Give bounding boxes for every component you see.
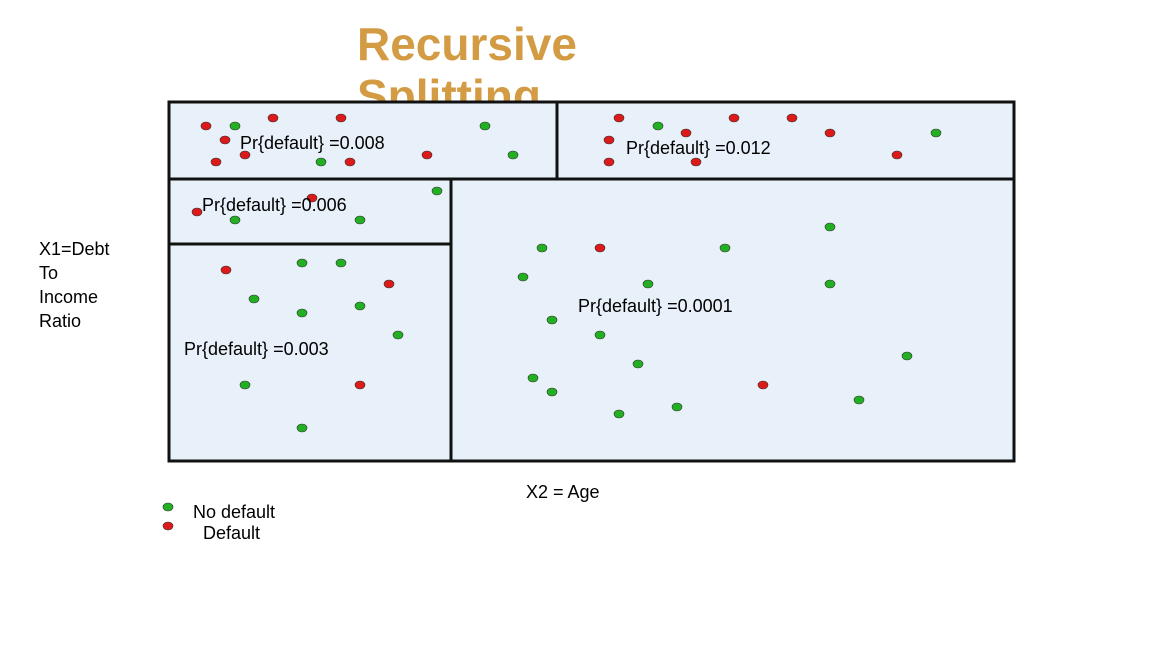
no-default-point bbox=[546, 315, 558, 325]
no-default-point bbox=[229, 121, 241, 131]
no-default-point bbox=[296, 423, 308, 433]
default-point bbox=[603, 157, 615, 167]
default-point bbox=[757, 380, 769, 390]
no-default-point bbox=[824, 222, 836, 232]
y-axis-label: X1=Debt To Income Ratio bbox=[39, 237, 149, 333]
default-point bbox=[354, 380, 366, 390]
default-point bbox=[421, 150, 433, 160]
default-point bbox=[210, 157, 222, 167]
default-point bbox=[786, 113, 798, 123]
default-point bbox=[603, 135, 615, 145]
default-point bbox=[306, 193, 318, 203]
no-default-point bbox=[354, 301, 366, 311]
region-label-top-right: Pr{default} =0.012 bbox=[626, 138, 771, 158]
default-point bbox=[613, 113, 625, 123]
default-point bbox=[335, 113, 347, 123]
default-point bbox=[728, 113, 740, 123]
y-axis-label-line: Income bbox=[39, 287, 99, 307]
region-label-top-left: Pr{default} =0.008 bbox=[240, 133, 385, 153]
default-point bbox=[220, 265, 232, 275]
title-line-2: Splitting bbox=[357, 70, 541, 104]
no-default-point bbox=[652, 121, 664, 131]
no-default-point bbox=[853, 395, 865, 405]
no-default-point bbox=[296, 308, 308, 318]
default-point bbox=[824, 128, 836, 138]
region-label-bottom-left: Pr{default} =0.003 bbox=[184, 339, 329, 359]
legend-default-marker bbox=[162, 521, 174, 531]
no-default-point bbox=[671, 402, 683, 412]
no-default-point bbox=[527, 373, 539, 383]
y-axis-label-line: X1=Debt bbox=[39, 239, 110, 259]
default-point bbox=[383, 279, 395, 289]
y-axis-label-line: Ratio bbox=[39, 311, 82, 331]
no-default-point bbox=[431, 186, 443, 196]
no-default-point bbox=[824, 279, 836, 289]
default-point bbox=[891, 150, 903, 160]
no-default-point bbox=[546, 387, 558, 397]
no-default-point bbox=[517, 272, 529, 282]
no-default-point bbox=[248, 294, 260, 304]
no-default-point bbox=[901, 351, 913, 361]
y-axis-label-line: To bbox=[39, 263, 59, 283]
no-default-point bbox=[479, 121, 491, 131]
feature-space-area bbox=[167, 100, 1016, 463]
no-default-point bbox=[392, 330, 404, 340]
data-points bbox=[191, 113, 942, 433]
default-point bbox=[594, 243, 606, 253]
no-default-point bbox=[719, 243, 731, 253]
default-point bbox=[690, 157, 702, 167]
no-default-point bbox=[613, 409, 625, 419]
default-point bbox=[267, 113, 279, 123]
no-default-point bbox=[507, 150, 519, 160]
default-point bbox=[219, 135, 231, 145]
default-point bbox=[200, 121, 212, 131]
no-default-point bbox=[335, 258, 347, 268]
region-label-middle-left: Pr{default} =0.006 bbox=[202, 195, 347, 215]
diagram-title: Recursive Splitting bbox=[357, 18, 657, 104]
no-default-point bbox=[930, 128, 942, 138]
legend-no-default-marker bbox=[162, 502, 174, 512]
no-default-point bbox=[315, 157, 327, 167]
default-point bbox=[191, 207, 203, 217]
no-default-point bbox=[536, 243, 548, 253]
default-point bbox=[344, 157, 356, 167]
no-default-point bbox=[296, 258, 308, 268]
no-default-point bbox=[229, 215, 241, 225]
default-point bbox=[680, 128, 692, 138]
title-line-1: Recursive bbox=[357, 18, 577, 70]
no-default-point bbox=[594, 330, 606, 340]
no-default-point bbox=[239, 380, 251, 390]
region-label-right: Pr{default} =0.0001 bbox=[578, 296, 733, 316]
legend-no-default-label: No default bbox=[193, 502, 276, 522]
no-default-point bbox=[354, 215, 366, 225]
no-default-point bbox=[642, 279, 654, 289]
legend-default-label: Default bbox=[203, 523, 261, 543]
no-default-point bbox=[632, 359, 644, 369]
default-point bbox=[239, 150, 251, 160]
x-axis-label: X2 = Age bbox=[526, 482, 600, 502]
